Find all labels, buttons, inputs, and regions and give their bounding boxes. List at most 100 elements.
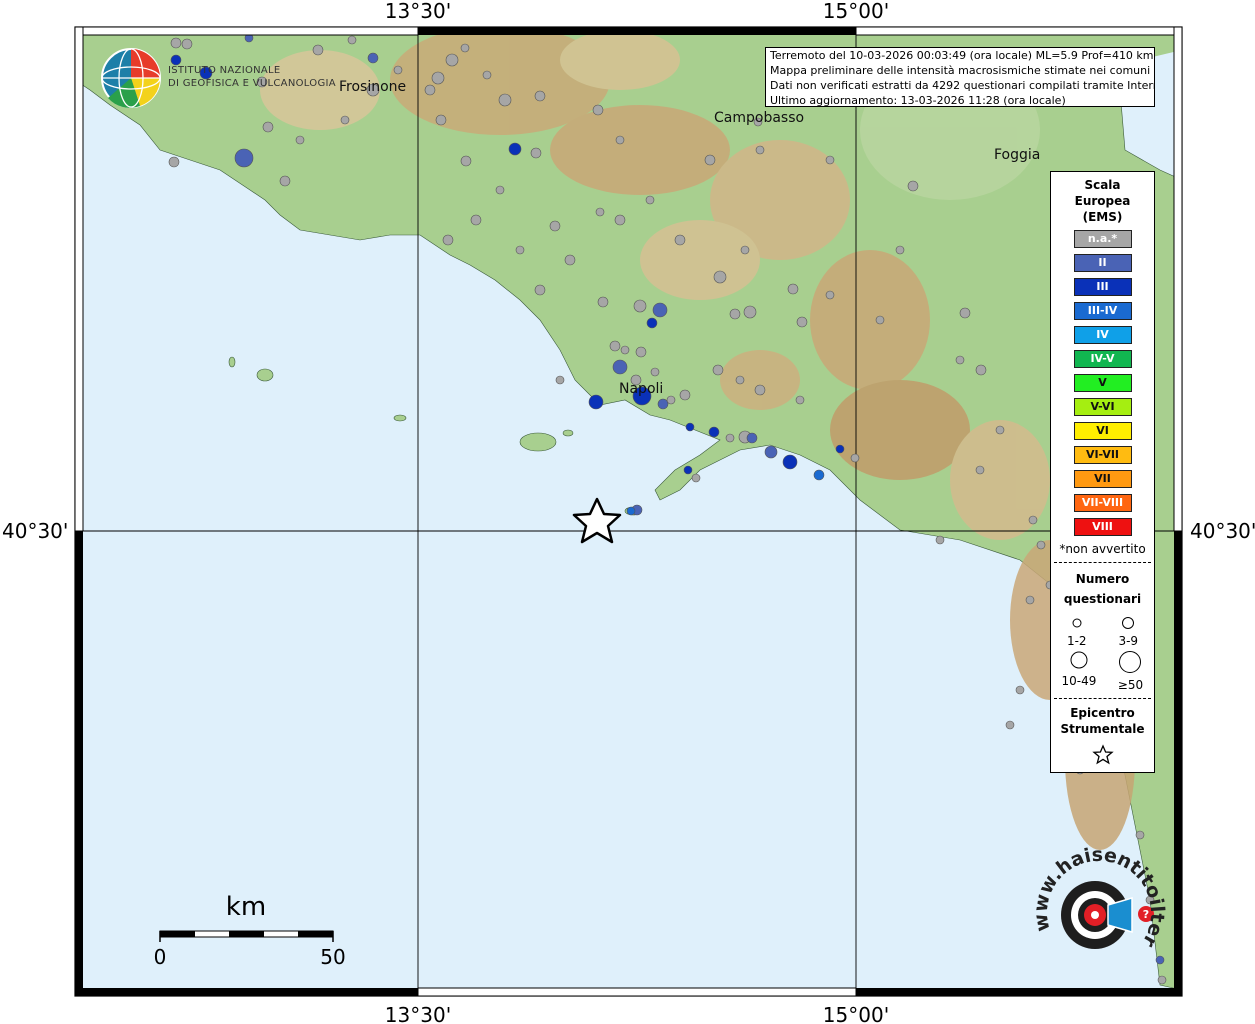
- legend-divider: [1054, 562, 1151, 563]
- top-label-1330: 13°30': [385, 0, 451, 23]
- questionnaire-point: [685, 422, 695, 432]
- questionnaire-point: [534, 90, 546, 102]
- questionnaire-point: [729, 308, 741, 320]
- frame-tick: [855, 26, 1183, 36]
- legend-swatch: VI-VII: [1073, 446, 1132, 464]
- questionnaire-point: [498, 93, 512, 107]
- questionnaire-point: [555, 375, 565, 385]
- questionnaire-point: [650, 367, 660, 377]
- questionnaire-point: [630, 374, 642, 386]
- city-campobasso: Campobasso: [714, 110, 804, 126]
- ingv-globe-icon: [101, 48, 161, 108]
- questionnaire-point: [955, 355, 965, 365]
- questionnaire-point: [592, 104, 604, 116]
- info-box: Terremoto del 10-03-2026 00:03:49 (ora l…: [765, 47, 1155, 107]
- ponza-island: [256, 368, 274, 382]
- legend-divider: [1054, 698, 1151, 699]
- legend-swatch: n.a.*: [1073, 230, 1132, 248]
- bottom-label-1500: 15°00': [823, 1003, 889, 1024]
- questionnaire-point: [1157, 975, 1167, 985]
- legend-epicenter-title: Strumentale: [1060, 722, 1145, 736]
- questionnaire-point: [495, 185, 505, 195]
- questionnaire-point: [1155, 955, 1165, 965]
- questionnaire-point: [764, 445, 778, 459]
- questionnaire-point: [340, 115, 350, 125]
- questionnaire-point: [508, 142, 522, 156]
- questionnaire-point: [782, 454, 798, 470]
- info-line: Terremoto del 10-03-2026 00:03:49 (ora l…: [770, 49, 1154, 62]
- questionnaire-point: [530, 147, 542, 159]
- questionnaire-point: [262, 121, 274, 133]
- questionnaire-point: [549, 220, 561, 232]
- city-frosinone: Frosinone: [339, 79, 406, 95]
- left-label-4030: 40°30': [2, 519, 68, 543]
- info-line: Mappa preliminare delle intensità macros…: [770, 64, 1151, 77]
- size-row: 1-2 3-9: [1051, 615, 1154, 648]
- questionnaire-point: [825, 290, 835, 300]
- questionnaire-point: [850, 453, 860, 463]
- legend-title-line: (EMS): [1082, 210, 1123, 224]
- bottom-label-1330: 13°30': [385, 1003, 451, 1024]
- questionnaire-point: [460, 43, 470, 53]
- scale-bar: [159, 930, 334, 942]
- questionnaire-point: [633, 299, 647, 313]
- frame-tick: [75, 988, 418, 996]
- questionnaire-point: [256, 76, 268, 88]
- questionnaire-point: [515, 245, 525, 255]
- questionnaire-point: [435, 114, 447, 126]
- questionnaire-point: [691, 473, 701, 483]
- questionnaire-point: [615, 135, 625, 145]
- questionnaire-point: [279, 175, 291, 187]
- questionnaire-point: [1005, 720, 1015, 730]
- questionnaire-point: [367, 52, 379, 64]
- questionnaire-point: [1015, 685, 1025, 695]
- info-line: Dati non verificati estratti da 4292 que…: [770, 79, 1155, 92]
- questionnaire-point: [679, 389, 691, 401]
- questionnaire-point: [609, 340, 621, 352]
- scale-label-0: 0: [154, 945, 167, 969]
- legend-swatch: IV: [1073, 326, 1132, 344]
- questionnaire-point: [754, 384, 766, 396]
- questionnaire-point: [168, 156, 180, 168]
- questionnaire-point: [657, 398, 669, 410]
- questionnaire-point: [295, 135, 305, 145]
- questionnaire-point: [470, 214, 482, 226]
- legend-swatch: V-VI: [1073, 398, 1132, 416]
- questionnaire-point: [1135, 830, 1145, 840]
- legend-title-line: Europea: [1074, 194, 1131, 208]
- legend-swatch: III: [1073, 278, 1132, 296]
- legend-swatch: IV-V: [1073, 350, 1132, 368]
- questionnaire-point: [895, 245, 905, 255]
- questionnaire-point: [431, 71, 445, 85]
- frame-tick: [1174, 531, 1182, 996]
- legend-swatches: n.a.* II III III-IV IV IV-V V V-VI VI VI-VII VII VI…: [1051, 230, 1154, 536]
- size-label: 3-9: [1118, 634, 1139, 648]
- questionnaire-point: [170, 37, 182, 49]
- questionnaire-point: [712, 364, 724, 376]
- questionnaire-point: [674, 234, 686, 246]
- questionnaire-point: [181, 38, 193, 50]
- questionnaire-point: [740, 245, 750, 255]
- questionnaire-point: [366, 83, 380, 97]
- questionnaire-point: [612, 359, 628, 375]
- questionnaire-point: [787, 283, 799, 295]
- right-label-4030: 40°30': [1190, 519, 1255, 543]
- questionnaire-point: [1036, 540, 1046, 550]
- top-label-1500: 15°00': [823, 0, 889, 23]
- questionnaire-point: [995, 425, 1005, 435]
- size-row: 10-49 ≥50: [1051, 650, 1154, 692]
- legend-swatch: VII-VIII: [1073, 494, 1132, 512]
- questionnaire-point: [755, 145, 765, 155]
- questionnaire-point: [975, 465, 985, 475]
- logo-line-1: ISTITUTO NAZIONALE: [168, 65, 281, 76]
- questionnaire-point: [646, 317, 658, 329]
- size-label: ≥50: [1117, 678, 1144, 692]
- legend-swatch: VIII: [1073, 518, 1132, 536]
- frame-tick: [1173, 26, 1183, 532]
- legend-count-title: questionari: [1063, 592, 1142, 606]
- questionnaire-point: [835, 444, 845, 454]
- legend-swatch: VII: [1073, 470, 1132, 488]
- haisentito-logo-icon: ?: [1061, 881, 1154, 949]
- legend-star-icon: [1091, 744, 1114, 765]
